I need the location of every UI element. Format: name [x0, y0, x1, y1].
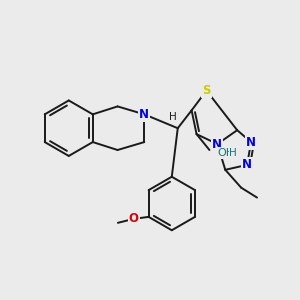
Text: S: S: [202, 84, 211, 97]
Text: H: H: [169, 112, 177, 122]
Text: N: N: [242, 158, 252, 171]
Text: OH: OH: [218, 148, 235, 158]
Text: N: N: [246, 136, 256, 148]
Text: N: N: [212, 138, 222, 151]
Text: H: H: [229, 148, 237, 158]
Text: N: N: [139, 108, 149, 121]
Text: O: O: [129, 212, 139, 225]
